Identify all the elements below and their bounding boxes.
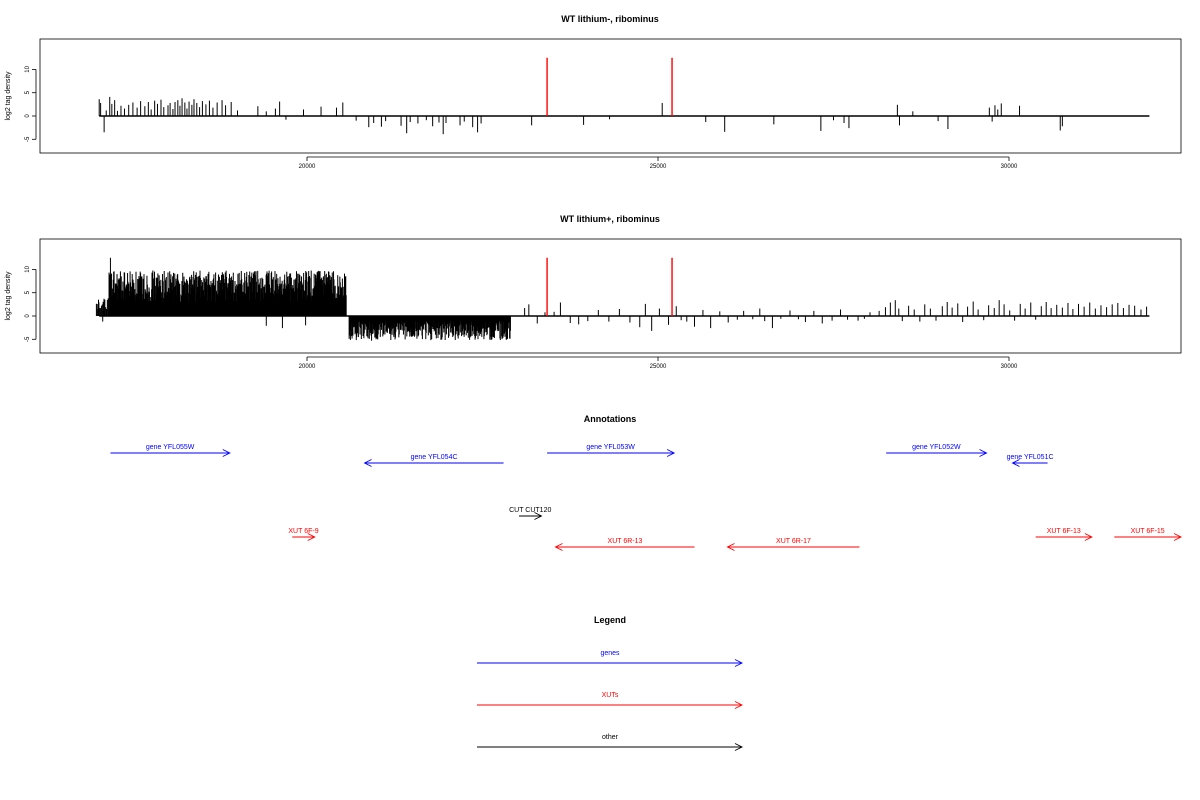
x-tick-label: 25000 — [650, 164, 667, 170]
y-tick-label: -5 — [25, 336, 31, 342]
x-tick-label: 20000 — [299, 364, 316, 370]
feature-label: XUT 6F-15 — [1131, 528, 1165, 535]
legend: Legend genes XUTs other — [477, 615, 744, 751]
annotation-feature: XUT 6F-15 — [1114, 528, 1182, 541]
y-tick-label: 0 — [25, 314, 31, 318]
y-tick-label: 10 — [25, 65, 31, 72]
annotation-feature: gene YFL051C — [1007, 454, 1054, 467]
feature-label: XUT 6F-9 — [288, 528, 318, 535]
y-axis: -5 0 5 10 log2 tag density — [5, 65, 37, 142]
arrow-head-icon — [734, 743, 744, 751]
arrow-head-icon — [734, 701, 744, 709]
annotation-feature: gene YFL052W — [886, 444, 988, 457]
arrow-head-icon — [307, 533, 316, 541]
y-tick-label: 5 — [25, 90, 31, 94]
chart-title: WT lithium+, ribominus — [560, 214, 660, 224]
annotation-feature: XUT 6F-9 — [288, 528, 319, 541]
plot-frame — [39, 38, 1182, 154]
feature-label: gene YFL055W — [146, 444, 195, 451]
annotation-feature: gene YFL053W — [547, 444, 676, 457]
x-tick-label: 25000 — [650, 364, 667, 370]
y-tick-label: 10 — [25, 265, 31, 272]
y-tick-label: 5 — [25, 290, 31, 294]
annotation-feature: XUT 6R-13 — [554, 538, 695, 551]
annotations-panel: Annotations gene YFL055W gene YFL054C gene … — [110, 414, 1182, 551]
data-bars — [98, 96, 1063, 135]
feature-label: XUT 6R-13 — [608, 538, 643, 545]
x-axis: 20000 25000 30000 — [299, 356, 1018, 370]
arrow-head-icon — [363, 459, 372, 467]
arrow-head-icon — [1173, 533, 1182, 541]
arrow-head-icon — [666, 449, 676, 457]
legend-title: Legend — [594, 615, 626, 625]
legend-item: XUTs — [477, 692, 744, 709]
x-tick-label: 30000 — [1001, 364, 1018, 370]
legend-item: other — [477, 734, 744, 751]
feature-label: gene YFL052W — [912, 444, 961, 451]
x-axis: 20000 25000 30000 — [299, 156, 1018, 170]
chart-title: WT lithium-, ribominus — [561, 14, 659, 24]
feature-label: CUT CUT120 — [509, 507, 551, 514]
feature-label: XUT 6F-13 — [1047, 528, 1081, 535]
chart-panel-2: WT lithium+, ribominus -5 0 5 10 log2 tag den… — [5, 214, 1182, 370]
feature-label: XUT 6R-17 — [776, 538, 811, 545]
y-tick-label: 0 — [25, 114, 31, 118]
legend-label: genes — [600, 650, 620, 657]
arrow-head-icon — [734, 659, 744, 667]
legend-item: genes — [477, 650, 744, 667]
data-bars — [95, 257, 1148, 341]
annotation-feature: XUT 6F-13 — [1035, 528, 1093, 541]
y-axis: -5 0 5 10 log2 tag density — [5, 265, 37, 342]
chart-panel-1: WT lithium-, ribominus -5 0 5 10 log2 tag den… — [5, 14, 1182, 170]
x-tick-label: 20000 — [299, 164, 316, 170]
feature-label: gene YFL051C — [1007, 454, 1054, 461]
arrow-head-icon — [222, 449, 231, 457]
annotation-feature: gene YFL054C — [363, 454, 504, 467]
arrow-head-icon — [726, 543, 735, 551]
x-tick-label: 30000 — [1001, 164, 1018, 170]
plot-frame — [39, 238, 1182, 354]
annotation-feature: gene YFL055W — [110, 444, 231, 457]
arrow-head-icon — [1011, 459, 1020, 467]
arrow-head-icon — [979, 449, 988, 457]
feature-label: gene YFL053W — [586, 444, 635, 451]
y-axis-label: log2 tag density — [5, 271, 12, 321]
legend-label: other — [602, 734, 619, 741]
arrow-head-icon — [1084, 533, 1093, 541]
y-tick-label: -5 — [25, 136, 31, 142]
annotation-feature: XUT 6R-17 — [726, 538, 860, 551]
arrow-head-icon — [554, 543, 563, 551]
arrow-head-icon — [534, 512, 543, 520]
y-axis-label: log2 tag density — [5, 71, 12, 121]
annotations-title: Annotations — [584, 414, 637, 424]
legend-label: XUTs — [602, 692, 619, 699]
feature-label: gene YFL054C — [411, 454, 458, 461]
annotation-feature: CUT CUT120 — [509, 507, 551, 520]
